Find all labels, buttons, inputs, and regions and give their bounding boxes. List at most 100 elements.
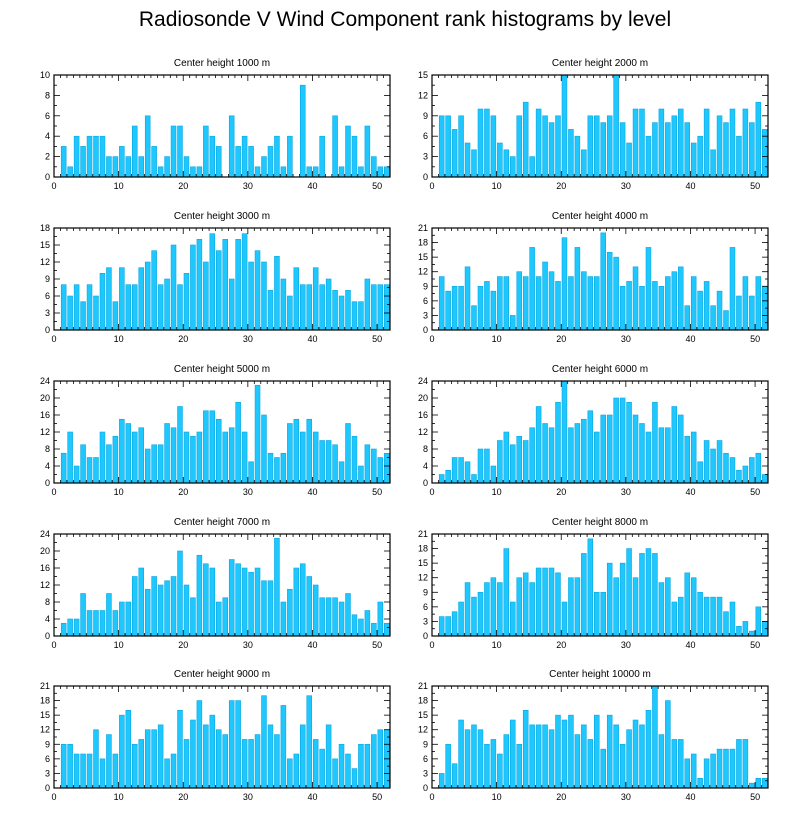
x-tick-label: 30 [621, 640, 631, 650]
histogram-bar [594, 276, 600, 331]
y-tick-label: 12 [418, 427, 428, 437]
histogram-bar [742, 621, 749, 637]
histogram-bar [119, 714, 125, 789]
panel-title: Center height 9000 m [174, 669, 270, 680]
x-tick-label: 40 [307, 640, 317, 650]
histogram-bar [306, 166, 312, 178]
histogram-bar [190, 166, 196, 178]
histogram-bar [261, 695, 267, 789]
histogram-bar [222, 597, 228, 637]
x-tick-label: 40 [307, 181, 317, 191]
histogram-bar [93, 135, 99, 178]
histogram-bar [228, 115, 235, 178]
histogram-bar [516, 435, 522, 484]
histogram-bar [639, 724, 645, 789]
histogram-bar [60, 284, 67, 331]
histogram-bar [438, 773, 445, 789]
histogram-bar [542, 423, 548, 484]
histogram-bar [267, 724, 274, 789]
histogram-bar [516, 743, 522, 789]
histogram-bar [358, 166, 364, 178]
histogram-bar [364, 444, 371, 484]
histogram-bar [587, 538, 594, 637]
histogram-bar [464, 729, 471, 789]
histogram-bar [99, 273, 106, 331]
histogram-bar [183, 431, 190, 484]
histogram-bar [267, 452, 274, 484]
histogram-bar [665, 276, 671, 331]
x-tick-label: 0 [51, 181, 56, 191]
histogram-bar [138, 739, 144, 789]
histogram-bar [510, 719, 516, 789]
histogram-bar [67, 743, 73, 789]
y-tick-label: 8 [423, 444, 428, 454]
histogram-bar [203, 563, 209, 637]
y-tick-label: 0 [423, 478, 428, 488]
histogram-bar [606, 562, 613, 637]
histogram-bar [93, 729, 99, 789]
histogram-bar [164, 278, 170, 331]
histogram-bar [157, 444, 164, 484]
histogram-bar [99, 610, 106, 637]
histogram-bar [170, 244, 177, 331]
y-tick-label: 4 [45, 461, 50, 471]
histogram-bar [338, 166, 345, 178]
histogram-bar [261, 261, 267, 331]
y-tick-label: 15 [418, 70, 428, 80]
histogram-bar [438, 115, 445, 178]
histogram-bar [60, 146, 67, 178]
histogram-bar [319, 597, 325, 637]
histogram-bar [377, 729, 384, 789]
histogram-bar [222, 734, 228, 789]
histogram-bar [112, 435, 119, 484]
histogram-bar [542, 261, 548, 331]
histogram-bar [568, 714, 574, 789]
y-tick-label: 3 [423, 152, 428, 162]
histogram-bar [73, 465, 80, 484]
y-tick-label: 21 [418, 681, 428, 691]
histogram-bar [351, 135, 358, 178]
y-tick-label: 0 [45, 172, 50, 182]
histogram-bar [332, 597, 338, 637]
histogram-bar [377, 457, 384, 484]
histogram-bar [710, 753, 716, 789]
histogram-bar [371, 284, 377, 331]
histogram-bar [716, 115, 723, 178]
x-tick-label: 50 [750, 334, 760, 344]
histogram-bar [529, 724, 535, 789]
histogram-bar [484, 448, 490, 484]
histogram-bar [132, 125, 138, 178]
histogram-bar [755, 777, 762, 789]
histogram-bar [477, 108, 484, 178]
histogram-bar [86, 284, 93, 331]
histogram-bar [119, 601, 125, 637]
y-tick-label: 4 [45, 131, 50, 141]
histogram-bar [319, 284, 325, 331]
histogram-bar [574, 423, 581, 484]
histogram-bar [170, 125, 177, 178]
histogram-bar [287, 588, 293, 637]
x-tick-label: 20 [556, 640, 566, 650]
histogram-bar [86, 135, 93, 178]
histogram-bar [183, 156, 190, 178]
histogram-bar [606, 714, 613, 789]
histogram-bar [351, 301, 358, 331]
y-tick-label: 21 [418, 223, 428, 233]
y-tick-label: 0 [423, 783, 428, 793]
y-tick-label: 20 [418, 393, 428, 403]
histogram-bar [658, 582, 665, 637]
histogram-bar [626, 142, 632, 178]
histogram-bar [345, 125, 351, 178]
histogram-bar [658, 285, 665, 331]
histogram-bar [196, 700, 203, 789]
histogram-bar [196, 554, 203, 637]
histogram-bar [703, 108, 710, 178]
panel-title: Center height 1000 m [174, 58, 270, 69]
histogram-bar [248, 739, 254, 789]
histogram-bar [451, 129, 458, 178]
histogram-bar [548, 567, 555, 637]
histogram-bar [671, 115, 678, 178]
histogram-bar [665, 577, 671, 637]
histogram-bar [267, 146, 274, 178]
histogram-bar [325, 724, 332, 789]
